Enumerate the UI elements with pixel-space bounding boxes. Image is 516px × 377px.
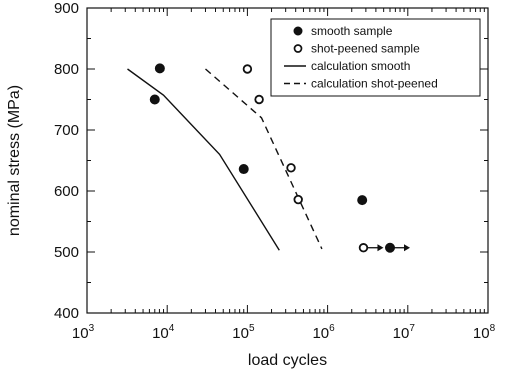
- shot-peened-sample-point: [286, 163, 296, 173]
- shot-peened-sample-point: [358, 243, 369, 253]
- legend-label: calculation smooth: [311, 59, 410, 73]
- runout-arrow-head: [377, 244, 384, 252]
- smooth-sample-point: [154, 63, 165, 74]
- y-tick-label: 700: [54, 122, 79, 139]
- legend-marker: [293, 44, 303, 53]
- x-tick-label: 104: [152, 323, 175, 342]
- y-axis-label: nominal stress (MPa): [6, 85, 23, 236]
- x-axis-label: load cycles: [248, 352, 327, 369]
- runout-arrow-head: [404, 244, 411, 252]
- x-tick-label: 105: [232, 323, 255, 342]
- y-tick-label: 600: [54, 183, 79, 200]
- legend-box: [270, 18, 481, 97]
- smooth-sample-point: [149, 94, 160, 105]
- x-axis-ticks: 103 104 105 106 107 108: [72, 8, 496, 342]
- legend-label: calculation shot-peened: [311, 77, 438, 91]
- y-tick-label: 900: [54, 0, 79, 17]
- x-tick-label: 107: [393, 323, 416, 342]
- calculation-smooth-line: [127, 68, 280, 251]
- smooth-sample-point: [357, 195, 368, 206]
- y-axis-ticks: 400 500 600 700 800 900: [54, 0, 488, 322]
- calculation-shot-peened-line: [205, 68, 323, 250]
- y-tick-label: 800: [54, 61, 79, 78]
- legend-label: smooth sample: [311, 24, 393, 38]
- y-tick-label: 500: [54, 244, 79, 261]
- x-tick-label: 103: [72, 323, 95, 342]
- shot-peened-sample-point: [254, 94, 264, 105]
- sample-points: [149, 63, 411, 253]
- smooth-sample-point: [385, 242, 396, 253]
- legend-label: shot-peened sample: [311, 42, 420, 56]
- y-tick-label: 400: [54, 305, 79, 322]
- legend-marker: [293, 26, 303, 36]
- legend: smooth sample shot-peened sample calculati…: [270, 18, 481, 97]
- smooth-sample-point: [238, 164, 249, 175]
- shot-peened-sample-point: [293, 194, 303, 205]
- shot-peened-sample-point: [242, 64, 253, 74]
- calculation-lines: [127, 68, 323, 251]
- x-tick-label: 108: [473, 323, 496, 342]
- x-tick-label: 106: [312, 323, 335, 342]
